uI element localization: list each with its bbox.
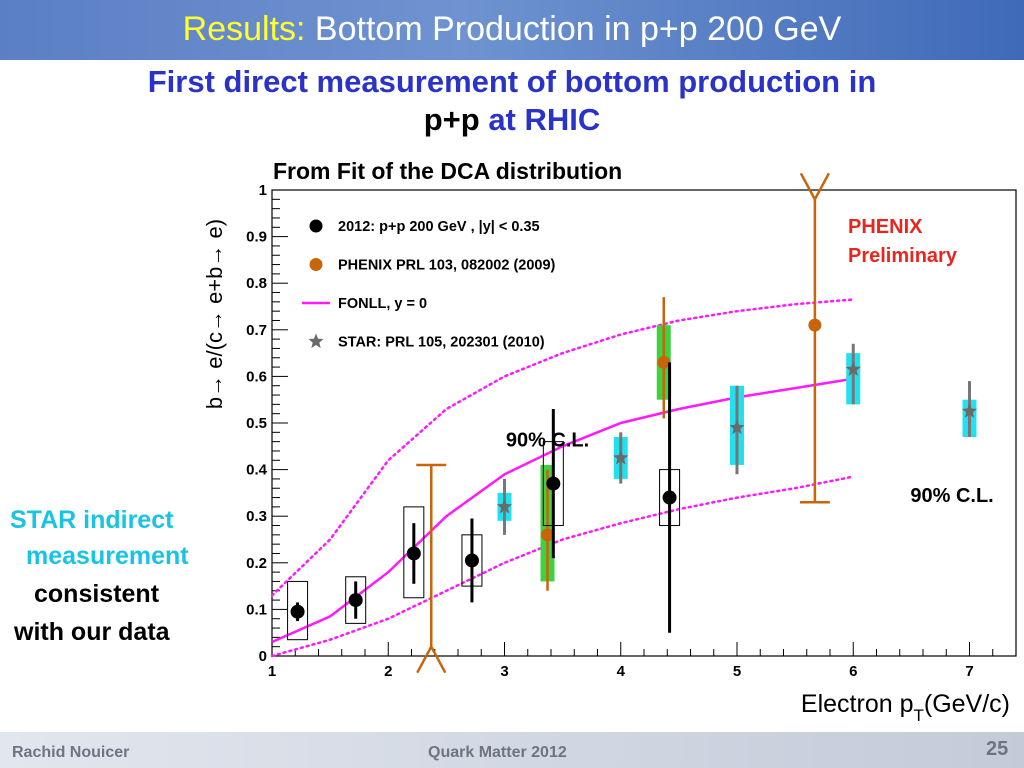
x-axis-label: Electron pT(GeV/c) [801, 690, 1010, 725]
y-tick-label: 0.4 [246, 462, 268, 479]
side-note-line3: consistent [34, 580, 160, 608]
title-prefix: Results: [182, 10, 306, 48]
y-tick-label: 0.8 [246, 275, 267, 292]
legend-label: PHENIX PRL 103, 082002 (2009) [338, 258, 556, 274]
y-tick-label: 0.7 [246, 322, 267, 339]
subtitle-line1: First direct measurement of bottom produ… [147, 64, 877, 99]
y-tick-label: 0.6 [246, 368, 267, 385]
fonll-upper-band [270, 298, 855, 597]
run2012-sys-box [287, 580, 309, 641]
x-axis-label-main: Electron p [801, 690, 914, 718]
star-marker [845, 361, 861, 376]
star-marker [961, 403, 978, 418]
x-axis-label-unit: (GeV/c) [924, 690, 1010, 718]
x-tick-label: 2 [384, 663, 392, 680]
title-banner: Results: Bottom Production in p+p 200 Ge… [0, 0, 1024, 60]
legend-label: STAR: PRL 105, 202301 (2010) [338, 335, 545, 351]
phenix-prl-marker [657, 355, 671, 369]
fonll-lower-band [270, 475, 855, 658]
y-tick-label: 0.2 [246, 555, 267, 572]
side-note-line4: with our data [14, 618, 170, 646]
phenix-prl-marker [541, 528, 555, 542]
y-tick-label: 0 [259, 648, 267, 665]
legend-marker-star [308, 333, 324, 348]
run2012-marker [348, 593, 363, 608]
page-number: 25 [986, 738, 1009, 760]
run2012-marker [290, 604, 305, 619]
y-tick-label: 0.3 [246, 508, 267, 525]
title-rest: Bottom Production in p+p 200 GeV [305, 10, 842, 48]
x-tick-label: 5 [733, 663, 741, 680]
star-marker [729, 419, 745, 435]
run2012-marker [662, 490, 677, 505]
footer-author: Rachid Nouicer [12, 744, 130, 761]
subtitle-rest: at RHIC [479, 102, 601, 137]
preliminary-label-line1: PHENIX [848, 216, 923, 238]
star-marker [496, 498, 513, 514]
dca-label: From Fit of the DCA distribution [273, 158, 623, 184]
y-tick-label: 0.9 [246, 229, 267, 246]
y-tick-label: 1 [259, 182, 267, 199]
limit-arrow-head [799, 172, 830, 202]
limit-arrow-head [416, 644, 447, 674]
footer-bar: Rachid Nouicer Quark Matter 2012 25 [0, 732, 1024, 768]
preliminary-label-line2: Preliminary [848, 245, 958, 267]
subtitle-line2: p+p at RHIC [0, 101, 1024, 139]
y-tick-label: 0.5 [246, 415, 267, 432]
run2012-marker [464, 553, 479, 568]
x-tick-label: 1 [268, 663, 276, 680]
x-tick-label: 7 [965, 663, 973, 680]
slide-subtitle: First direct measurement of bottom produ… [0, 63, 1024, 139]
x-tick-label: 3 [500, 663, 508, 680]
y-axis-label: b→ e/(c→ e+b→ e) [202, 219, 227, 409]
star-marker [613, 450, 629, 465]
y-tick-label: 0.1 [246, 601, 267, 618]
side-note-line2: measurement [26, 542, 189, 570]
legend-marker-circle [309, 258, 323, 271]
x-tick-label: 4 [617, 663, 626, 680]
side-note-line1: STAR indirect [10, 506, 174, 534]
run2012-sys-box [345, 576, 367, 624]
footer-conference: Quark Matter 2012 [428, 744, 567, 761]
slide-title: Results: Bottom Production in p+p 200 Ge… [0, 10, 1024, 49]
run2012-sys-box [403, 506, 425, 599]
fonll-central-curve [271, 377, 854, 644]
run2012-marker [546, 476, 561, 491]
legend-label: FONLL, y = 0 [338, 296, 427, 312]
subtitle-pp: p+p [423, 102, 480, 137]
legend-marker-circle [309, 219, 323, 233]
legend-label: 2012: p+p 200 GeV , |y| < 0.35 [338, 219, 540, 235]
x-tick-label: 6 [849, 663, 857, 680]
x-axis-label-subscript: T [913, 706, 923, 725]
run2012-marker [406, 546, 421, 561]
cl-label: 90% C.L. [506, 429, 589, 451]
cl-label: 90% C.L. [910, 485, 993, 507]
